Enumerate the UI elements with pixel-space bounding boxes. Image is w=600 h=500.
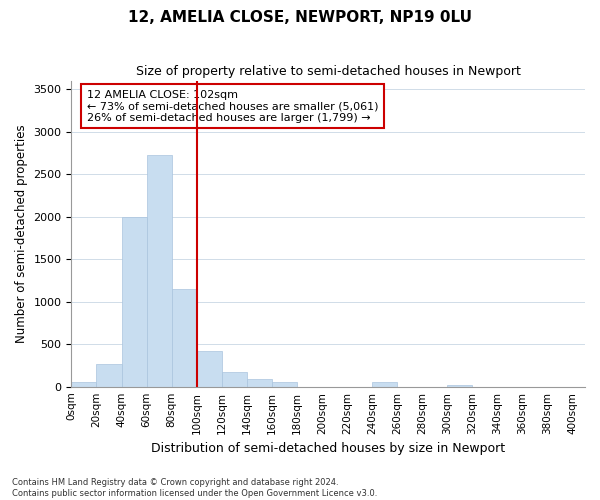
Bar (272, 382, 297, 387)
Text: 12, AMELIA CLOSE, NEWPORT, NP19 0LU: 12, AMELIA CLOSE, NEWPORT, NP19 0LU (128, 10, 472, 25)
Bar (197, 351, 222, 387)
Text: Contains HM Land Registry data © Crown copyright and database right 2024.
Contai: Contains HM Land Registry data © Crown c… (12, 478, 377, 498)
Bar (222, 372, 247, 387)
Y-axis label: Number of semi-detached properties: Number of semi-detached properties (15, 124, 28, 343)
Bar (372, 382, 397, 387)
Bar (172, 289, 197, 387)
Bar (97, 364, 122, 387)
Title: Size of property relative to semi-detached houses in Newport: Size of property relative to semi-detach… (136, 65, 521, 78)
Bar (122, 216, 146, 387)
Bar (146, 154, 172, 387)
Bar (447, 385, 472, 387)
Bar (71, 382, 97, 387)
Bar (247, 378, 272, 387)
X-axis label: Distribution of semi-detached houses by size in Newport: Distribution of semi-detached houses by … (151, 442, 505, 455)
Text: 12 AMELIA CLOSE: 102sqm
← 73% of semi-detached houses are smaller (5,061)
26% of: 12 AMELIA CLOSE: 102sqm ← 73% of semi-de… (87, 90, 379, 123)
